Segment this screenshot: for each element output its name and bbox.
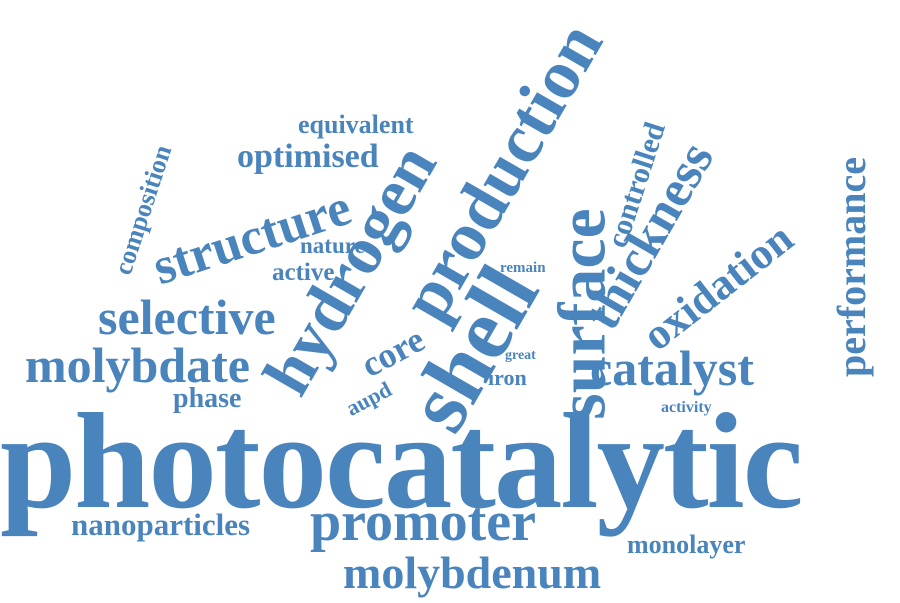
word-monolayer: monolayer (627, 530, 746, 559)
word-molybdate: molybdate (25, 337, 250, 393)
word-activity: activity (661, 399, 712, 416)
word-remain: remain (500, 260, 546, 276)
word-phase: phase (173, 383, 242, 414)
word-nature: nature (300, 233, 365, 258)
word-nanoparticles: nanoparticles (71, 507, 251, 542)
word-molybdenum: molybdenum (343, 547, 602, 598)
word-performance: performance (828, 157, 874, 377)
word-great: great (505, 348, 536, 363)
word-photocatalytic: photocatalytic (0, 385, 803, 537)
word-equivalent: equivalent (298, 110, 414, 139)
word-optimised: optimised (237, 138, 379, 175)
word-selective: selective (98, 289, 276, 345)
word-promoter: promoter (310, 491, 536, 553)
word-catalyst: catalyst (590, 340, 754, 396)
word-iron: iron (488, 365, 527, 390)
word-active: active (272, 259, 335, 286)
